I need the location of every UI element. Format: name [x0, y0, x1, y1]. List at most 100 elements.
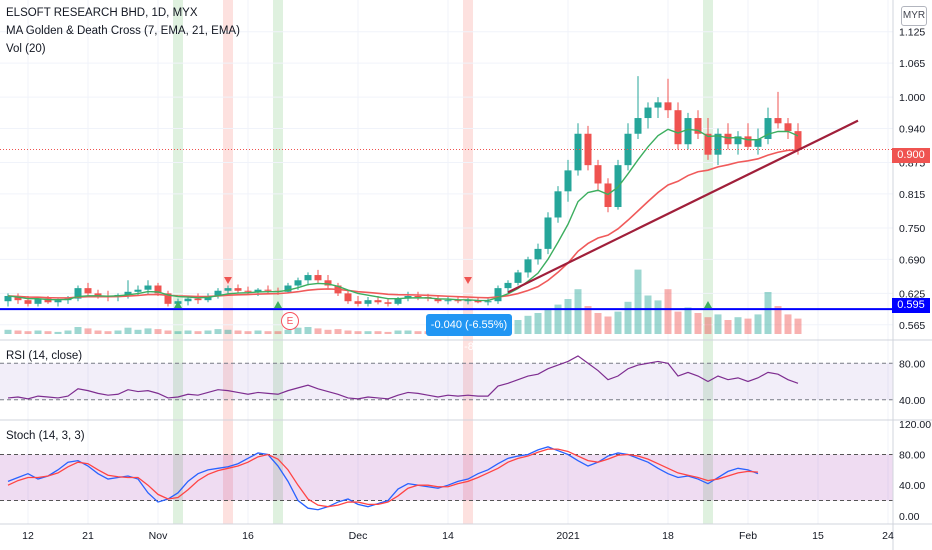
support-price-tag: 0.595 [892, 298, 930, 313]
earnings-marker[interactable]: E [281, 312, 299, 330]
rsi-band [0, 363, 893, 400]
candle-body [724, 133, 732, 145]
time-tick-label: 14 [442, 530, 454, 542]
candle-body [604, 183, 612, 208]
candle-body [34, 298, 42, 304]
volume-bar [164, 330, 172, 334]
candle-body [444, 300, 452, 302]
volume-bar [614, 311, 622, 334]
volume-bar [214, 329, 222, 334]
candle-body [304, 275, 312, 281]
rsi-tick-label: 40.00 [899, 395, 925, 407]
volume-bar [84, 328, 92, 334]
volume-bar [74, 327, 82, 334]
volume-bar [604, 316, 612, 334]
volume-bar [744, 318, 752, 334]
stoch-title[interactable]: Stoch (14, 3, 3) [6, 430, 85, 442]
candle-body [744, 136, 752, 147]
time-tick-label: Feb [739, 530, 757, 542]
volume-bar [94, 330, 102, 334]
candle-body [714, 133, 722, 155]
time-tick-label: 24 [882, 530, 894, 542]
rsi-tick-label: 80.00 [899, 358, 925, 370]
volume-bar [194, 331, 202, 334]
volume-bar [104, 331, 112, 334]
volume-bar [14, 330, 22, 334]
volume-bar [514, 320, 522, 334]
trendline [507, 119, 859, 294]
candle-body [774, 118, 782, 124]
candle-body [54, 300, 62, 303]
candle-body [44, 298, 52, 303]
candle-body [434, 298, 442, 302]
candle-body [484, 301, 492, 303]
volume-bar [304, 327, 312, 334]
volume-bar [54, 331, 62, 334]
candle-body [94, 293, 102, 296]
indicator-volume[interactable]: Vol (20) [6, 43, 46, 55]
volume-bar [334, 329, 342, 334]
grid-lines [0, 0, 893, 524]
rsi-title[interactable]: RSI (14, close) [6, 350, 83, 362]
candle-body [704, 133, 712, 155]
volume-bar [414, 331, 422, 334]
currency-button[interactable]: MYR [901, 6, 927, 26]
volume-bar [134, 329, 142, 334]
candle-body [294, 280, 302, 286]
candle-body [24, 300, 32, 304]
volume-bar [44, 331, 52, 334]
candle-body [684, 118, 692, 145]
stoch-tick-label: 0.00 [899, 511, 920, 523]
candle-body [514, 272, 522, 283]
volume-bar [674, 311, 682, 334]
volume-bar [654, 300, 662, 334]
ema-lines [7, 128, 799, 302]
candle-body [464, 300, 472, 302]
golden-cross-marker [174, 301, 182, 308]
candle-body [354, 301, 362, 304]
time-tick-label: 16 [242, 530, 254, 542]
candle-body [164, 293, 172, 304]
time-tick-label: 21 [82, 530, 94, 542]
volume-bar [254, 330, 262, 334]
candle-body [264, 289, 272, 291]
volume-bar [354, 331, 362, 334]
candle-body [534, 248, 542, 260]
volume-bar [664, 289, 672, 334]
candle-body [754, 138, 762, 147]
volume-bar [294, 327, 302, 334]
volume-bar [64, 330, 72, 334]
candle-body [574, 133, 582, 171]
candle-body [414, 295, 422, 298]
volume-bar [154, 329, 162, 334]
volume-bar [224, 329, 232, 334]
candle-body [234, 288, 242, 291]
stoch-tick-label: 80.00 [899, 450, 925, 462]
candle-body [564, 170, 572, 192]
volume-bar [344, 330, 352, 334]
golden-cross-marker [704, 301, 712, 308]
volume-bar [624, 301, 632, 334]
indicator-ma-cross[interactable]: MA Golden & Death Cross (7, EMA, 21, EMA… [6, 25, 240, 37]
candle-body [4, 295, 12, 302]
signal-band-2 [273, 0, 283, 524]
candle-body [254, 289, 262, 292]
volume-bar [524, 315, 532, 334]
volume-bar [584, 306, 592, 334]
volume-bar [634, 269, 642, 334]
price-tick-label: 0.815 [899, 189, 925, 201]
candle-body [364, 300, 372, 304]
volume-bar [314, 328, 322, 334]
volume-bar [384, 331, 392, 334]
price-tick-label: 0.750 [899, 223, 925, 235]
price-tick-label: 1.125 [899, 27, 925, 39]
candle-body [734, 136, 742, 145]
candle-body [554, 191, 562, 218]
candle-body [384, 302, 392, 304]
volume-bar [544, 308, 552, 334]
stoch-pane [0, 446, 893, 511]
candle-body [644, 107, 652, 119]
volume-bar [644, 295, 652, 334]
candle-body [204, 295, 212, 301]
